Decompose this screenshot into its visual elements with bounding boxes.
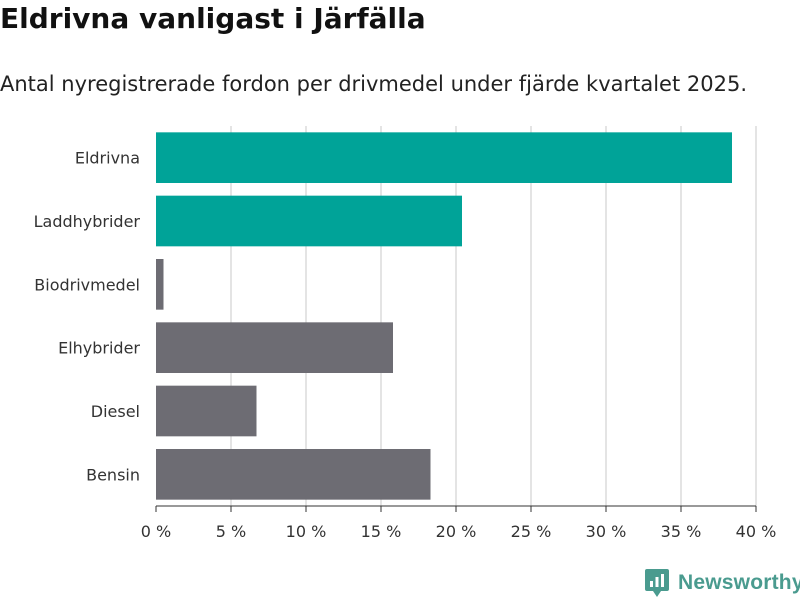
- category-label: Bensin: [86, 465, 140, 484]
- brand-name: Newsworthy: [678, 571, 800, 594]
- category-label: Elhybrider: [58, 339, 140, 358]
- bar: [156, 195, 462, 247]
- bar: [156, 449, 431, 500]
- x-tick-label: 40 %: [736, 522, 777, 541]
- x-tick-label: 10 %: [286, 522, 327, 541]
- category-label: Diesel: [91, 402, 140, 421]
- x-tick-label: 0 %: [141, 522, 171, 541]
- category-label: Biodrivmedel: [34, 275, 140, 294]
- bar: [156, 259, 164, 310]
- x-tick-label: 5 %: [216, 522, 246, 541]
- bar: [156, 322, 393, 373]
- x-tick-label: 20 %: [436, 522, 477, 541]
- x-tick-label: 15 %: [361, 522, 402, 541]
- x-tick-label: 35 %: [661, 522, 702, 541]
- bar: [156, 132, 732, 183]
- x-tick-label: 30 %: [586, 522, 627, 541]
- newsworthy-logo-icon: [645, 569, 669, 597]
- chart-subtitle: Antal nyregistrerade fordon per drivmede…: [0, 72, 748, 96]
- bar: [156, 385, 257, 437]
- category-label: Eldrivna: [75, 149, 140, 168]
- chart-title: Eldrivna vanligast i Järfälla: [0, 2, 426, 35]
- x-tick-label: 25 %: [511, 522, 552, 541]
- category-label: Laddhybrider: [34, 212, 141, 231]
- brand-logo: Newsworthy: [644, 566, 800, 600]
